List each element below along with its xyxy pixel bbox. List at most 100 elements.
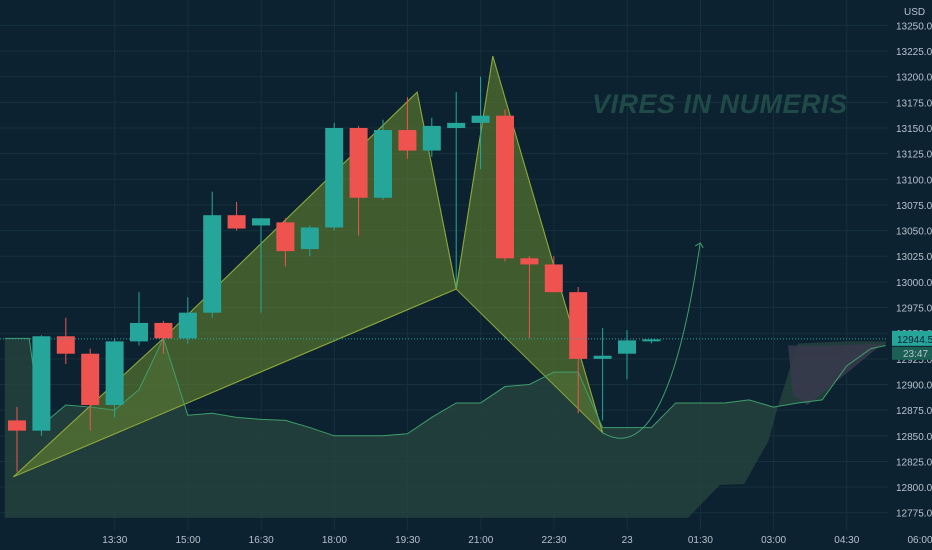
candle-body bbox=[593, 355, 612, 359]
candle-body bbox=[32, 336, 51, 431]
price-tick-label: 13050.0 bbox=[896, 227, 932, 238]
time-tick-label: 16:30 bbox=[249, 535, 274, 546]
countdown-value: 23:47 bbox=[903, 349, 928, 360]
price-tick-label: 13125.0 bbox=[896, 150, 932, 161]
candle bbox=[105, 338, 124, 418]
candle-body bbox=[227, 215, 246, 229]
candle bbox=[276, 218, 295, 267]
time-tick-label: 23 bbox=[622, 535, 634, 546]
time-tick-label: 15:00 bbox=[175, 535, 200, 546]
time-axis-background bbox=[0, 530, 932, 550]
time-tick-label: 21:00 bbox=[468, 535, 493, 546]
candle-body bbox=[374, 130, 392, 198]
candle bbox=[520, 256, 539, 339]
candle bbox=[252, 218, 270, 313]
price-tick-label: 13000.0 bbox=[896, 278, 932, 289]
price-tag-box bbox=[892, 330, 932, 346]
current-price-tag: 12944.5 23:47 bbox=[892, 330, 932, 360]
candle bbox=[569, 287, 588, 414]
candle bbox=[154, 320, 173, 354]
candle-body bbox=[349, 127, 368, 198]
countdown-box bbox=[892, 346, 932, 360]
time-tick-label: 22:30 bbox=[541, 535, 566, 546]
price-tick-label: 13100.0 bbox=[896, 175, 932, 186]
price-tick-label: 13250.0 bbox=[896, 21, 932, 32]
watermark: VIRES IN NUMERIS bbox=[592, 89, 848, 119]
candle bbox=[325, 122, 344, 231]
price-axis-background bbox=[888, 0, 932, 530]
candle bbox=[496, 109, 514, 262]
currency-label: USD bbox=[904, 7, 925, 18]
time-tick-label: 13:30 bbox=[102, 535, 127, 546]
projection-curve bbox=[602, 242, 701, 439]
price-tick-label: 12925.0 bbox=[896, 355, 932, 366]
candle-body bbox=[105, 341, 124, 406]
candle-body bbox=[130, 322, 148, 342]
time-axis-ticks: 13:30 15:00 16:30 18:00 19:30 21:00 22:30 23 01:… bbox=[102, 535, 932, 546]
price-tick-label: 13200.0 bbox=[896, 73, 932, 84]
price-tick-label: 13150.0 bbox=[896, 124, 932, 135]
price-tick-label: 13075.0 bbox=[896, 201, 932, 212]
candle bbox=[398, 97, 417, 159]
lagging-line bbox=[4, 336, 886, 437]
candle-body bbox=[520, 258, 539, 265]
lagging-span bbox=[4, 336, 886, 437]
candle-body bbox=[178, 312, 197, 339]
price-tick-label: 12825.0 bbox=[896, 457, 932, 468]
time-tick-label: 03:00 bbox=[761, 535, 786, 546]
cloud-bearish-area bbox=[788, 341, 886, 406]
price-tick-label: 13225.0 bbox=[896, 47, 932, 58]
candle-body bbox=[447, 122, 466, 128]
candle bbox=[618, 330, 636, 380]
price-tag-value: 12944.5 bbox=[897, 335, 932, 346]
price-tick-label: 12875.0 bbox=[896, 406, 932, 417]
candle bbox=[32, 335, 51, 436]
candle-body bbox=[300, 227, 319, 250]
ichimoku-cloud bbox=[4, 338, 886, 518]
candle bbox=[203, 191, 222, 318]
candle-body bbox=[276, 222, 295, 252]
price-tick-label: 12775.0 bbox=[896, 509, 932, 520]
price-tick-label: 12975.0 bbox=[896, 304, 932, 315]
candle-body bbox=[496, 115, 514, 259]
time-tick-label: 19:30 bbox=[395, 535, 420, 546]
candle-body bbox=[618, 340, 636, 354]
time-tick-label: 06:00 bbox=[907, 535, 932, 546]
candle bbox=[471, 76, 490, 170]
price-axis[interactable]: 12775.0 12800.0 12825.0 12850.0 12875.0 12900… bbox=[888, 0, 932, 530]
candle-body bbox=[56, 336, 75, 354]
candle bbox=[374, 119, 392, 200]
candle-body bbox=[203, 215, 222, 313]
candle-body bbox=[642, 339, 661, 342]
candle bbox=[422, 117, 441, 157]
price-tick-label: 13025.0 bbox=[896, 252, 932, 263]
candle bbox=[81, 348, 100, 431]
time-tick-label: 01:30 bbox=[688, 535, 713, 546]
harmonic-pattern bbox=[13, 56, 604, 478]
candle-body bbox=[325, 127, 344, 228]
candle bbox=[593, 328, 612, 421]
time-axis[interactable]: 13:30 15:00 16:30 18:00 19:30 21:00 22:30 23 01:… bbox=[0, 530, 932, 550]
candle-body bbox=[154, 322, 173, 339]
candle-body bbox=[422, 125, 441, 151]
pattern-xc-leg bbox=[13, 288, 457, 478]
price-tick-label: 12800.0 bbox=[896, 483, 932, 494]
candle bbox=[8, 407, 26, 472]
projection-arrow bbox=[602, 242, 704, 439]
time-tick-label: 04:30 bbox=[834, 535, 859, 546]
candle bbox=[56, 317, 75, 364]
candle bbox=[227, 201, 246, 231]
candle bbox=[130, 292, 148, 346]
candle-body bbox=[569, 292, 588, 359]
candle bbox=[178, 297, 197, 344]
candle-body bbox=[471, 115, 490, 123]
candle bbox=[447, 92, 466, 288]
candle bbox=[544, 256, 563, 293]
candle bbox=[300, 225, 319, 257]
candle-body bbox=[252, 218, 270, 226]
price-tick-label: 12900.0 bbox=[896, 380, 932, 391]
candle-body bbox=[544, 264, 563, 293]
candle-body bbox=[8, 420, 26, 431]
price-tick-label: 12850.0 bbox=[896, 432, 932, 443]
